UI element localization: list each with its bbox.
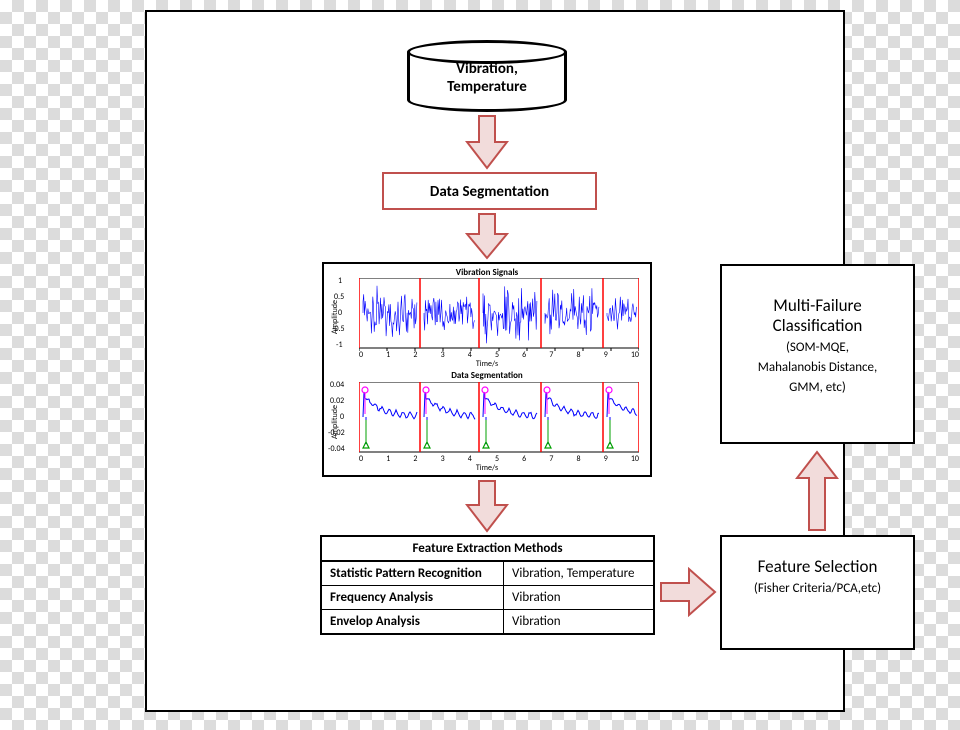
table-row: Statistic Pattern Recognition Vibration,… [322, 561, 653, 585]
bot-signal-plot [359, 382, 639, 460]
multi-failure-box: Multi-Failure Classification (SOM-MQE, M… [720, 264, 915, 444]
signal-chart-panel: Vibration Signals Amplitude 1 0.5 0 -0. [322, 262, 652, 477]
cylinder-line2: Temperature [447, 78, 527, 96]
feature-selection-box: Feature Selection (Fisher Criteria/PCA,e… [720, 535, 915, 650]
fs-title: Feature Selection [732, 557, 903, 577]
arrow-down-2 [465, 212, 509, 260]
arrow-up-1 [795, 450, 839, 532]
chart-bot-title: Data Segmentation [324, 370, 650, 381]
table-row: Frequency Analysis Vibration [322, 585, 653, 609]
data-segmentation-box: Data Segmentation [382, 172, 597, 210]
table-row: Envelop Analysis Vibration [322, 609, 653, 633]
mf-sub3: GMM, etc) [732, 380, 903, 396]
data-source-cylinder: Vibration, Temperature [407, 40, 567, 112]
feature-table-header: Feature Extraction Methods [322, 537, 653, 561]
arrow-down-1 [465, 114, 509, 170]
mf-sub1: (SOM-MQE, [732, 340, 903, 356]
diagram-frame: Vibration, Temperature Data Segmentation… [145, 10, 845, 712]
fs-sub: (Fisher Criteria/PCA,etc) [732, 581, 903, 597]
feature-extraction-table: Feature Extraction Methods Statistic Pat… [320, 535, 655, 635]
chart-top-title: Vibration Signals [324, 267, 650, 278]
arrow-right-1 [659, 567, 717, 617]
mf-sub2: Mahalanobis Distance, [732, 360, 903, 376]
mf-title2: Classification [732, 316, 903, 336]
top-xlabel: Time/s [324, 359, 650, 369]
arrow-down-3 [465, 479, 509, 533]
mf-title1: Multi-Failure [732, 296, 903, 316]
bot-xlabel: Time/s [324, 463, 650, 473]
top-signal-plot [359, 278, 639, 356]
